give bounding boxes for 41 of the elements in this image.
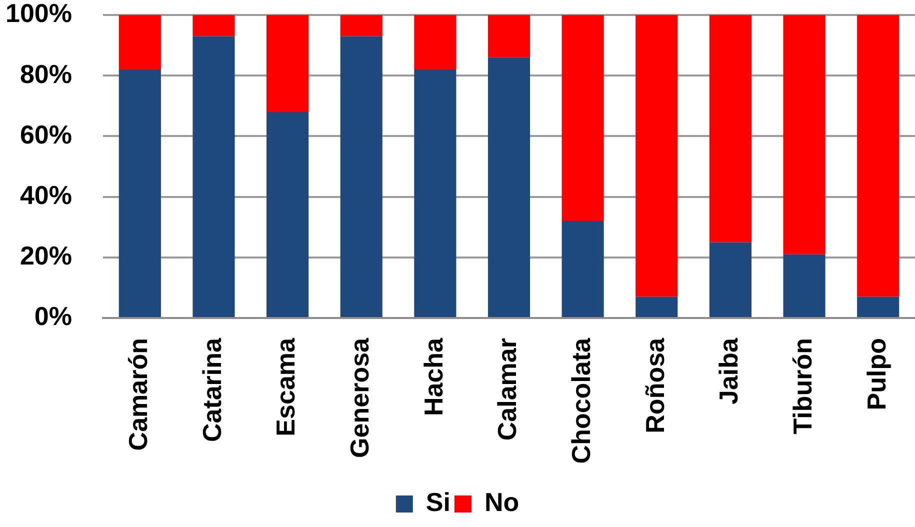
x-tick-label: Catarina (196, 337, 227, 442)
x-tick-label: Chocolata (566, 337, 596, 464)
bar (266, 15, 309, 112)
y-tick-label: 80% (20, 58, 72, 89)
bar (857, 15, 900, 297)
bar (857, 296, 900, 317)
x-tick-label: Hacha (418, 337, 448, 416)
bar (192, 15, 235, 36)
bar (562, 15, 604, 222)
y-tick-label: 40% (20, 180, 72, 210)
bar (266, 112, 309, 317)
bar (414, 15, 456, 70)
x-tick-label: Generosa (344, 337, 375, 458)
y-tick-label: 20% (20, 240, 72, 271)
x-tick-label: Calamar (492, 338, 522, 441)
bar (636, 296, 678, 317)
bar (118, 15, 161, 70)
x-tick-label: Roñosa (640, 337, 670, 434)
bar (414, 70, 456, 317)
legend-label: No (484, 487, 520, 518)
bar (636, 15, 678, 297)
x-tick-label: Tiburón (787, 338, 818, 434)
x-tick-label: Camarón (123, 338, 154, 451)
x-tick-label: Escama (270, 337, 301, 436)
bar (192, 36, 235, 317)
bar (488, 57, 530, 317)
bar (562, 221, 604, 317)
x-tick-label: Jaiba (714, 337, 744, 404)
bar (783, 15, 826, 254)
bar (783, 254, 826, 317)
bar (709, 15, 752, 242)
x-tick-label: Pulpo (861, 338, 892, 410)
y-tick-label: 100% (6, 0, 72, 28)
legend-label: Si (426, 487, 450, 518)
y-tick-label: 60% (20, 119, 72, 150)
y-tick-label: 0% (34, 301, 72, 332)
bar (340, 15, 382, 36)
bar (488, 15, 530, 58)
bar (340, 36, 382, 317)
bar (118, 70, 161, 317)
bar (709, 242, 752, 317)
